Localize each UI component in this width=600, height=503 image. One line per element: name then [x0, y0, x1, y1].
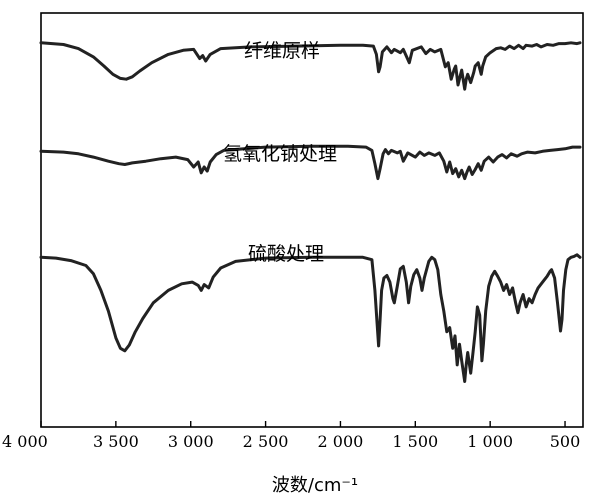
x-tick-label-2000: 2 000: [318, 432, 364, 451]
x-tick-label-1000: 1 000: [467, 432, 513, 451]
series-label-h2so4-treated: 硫酸处理: [248, 243, 324, 265]
x-axis-ticks: [40, 421, 566, 427]
spectrum-h2so4-treated: [39, 253, 582, 383]
x-tick-label-4000: 4 000: [2, 432, 48, 451]
x-axis-tick-labels: 4 000 3 500 3 000 2 500 2 000 1 500 1 000 500: [2, 432, 580, 451]
spectra: [39, 41, 582, 383]
x-tick-label-500: 500: [550, 432, 581, 451]
series-label-raw-fiber: 纤维原样: [244, 40, 320, 62]
plot-frame: [40, 12, 584, 428]
series-label-naoh-treated: 氢氧化钠处理: [223, 143, 337, 165]
spectrum-naoh-treated: [39, 144, 582, 181]
x-axis-label: 波数/cm⁻¹: [272, 475, 358, 496]
x-tick-label-3000: 3 000: [168, 432, 214, 451]
x-tick-label-2500: 2 500: [243, 432, 289, 451]
x-tick-label-1500: 1 500: [392, 432, 438, 451]
x-tick-label-3500: 3 500: [93, 432, 139, 451]
spectrum-raw-fiber: [39, 41, 582, 91]
